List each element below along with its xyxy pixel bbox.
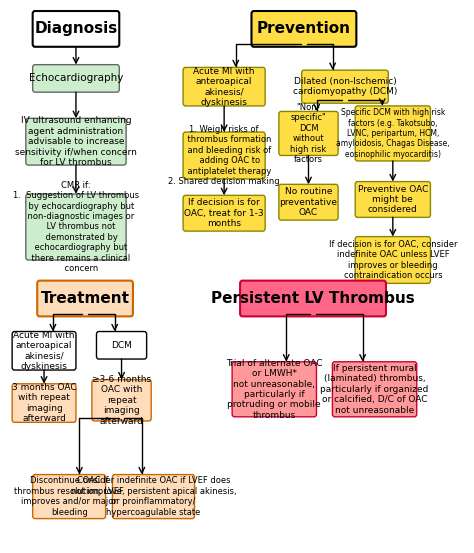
FancyBboxPatch shape [232,362,317,417]
FancyBboxPatch shape [240,280,386,316]
FancyBboxPatch shape [26,118,126,165]
FancyBboxPatch shape [279,184,338,220]
FancyBboxPatch shape [97,331,146,359]
FancyBboxPatch shape [332,362,417,417]
Text: 1. Weigh risks of
    thrombus formation
    and bleeding risk of
    adding OAC: 1. Weigh risks of thrombus formation and… [168,125,280,186]
Text: Specific DCM with high risk
factors (e.g. Takotsubo,
LVNC, peripartum, HCM,
amyl: Specific DCM with high risk factors (e.g… [336,108,450,159]
Text: CMR if:
1.  Suggestion of LV thrombus
    by echocardiography but
    non-diagno: CMR if: 1. Suggestion of LV thrombus by … [13,181,139,273]
Text: Prevention: Prevention [257,22,351,36]
Text: Consider indefinite OAC if LVEF does
not improve, persistent apical akinesis,
or: Consider indefinite OAC if LVEF does not… [71,477,236,517]
FancyBboxPatch shape [26,194,126,260]
Text: If decision is for
OAC, treat for 1-3
months: If decision is for OAC, treat for 1-3 mo… [184,199,264,228]
FancyBboxPatch shape [33,65,119,92]
Text: If decision is for OAC, consider
indefinite OAC unless LVEF
improves or bleeding: If decision is for OAC, consider indefin… [328,240,457,280]
FancyBboxPatch shape [33,474,106,519]
FancyBboxPatch shape [112,474,194,519]
Text: 3 months OAC
with repeat
imaging
afterward: 3 months OAC with repeat imaging afterwa… [12,383,76,423]
Text: IV ultrasound enhancing
agent administration
advisable to increase
sensitivity i: IV ultrasound enhancing agent administra… [15,116,137,167]
FancyBboxPatch shape [252,11,356,47]
FancyBboxPatch shape [183,67,265,106]
Text: Preventive OAC
might be
considered: Preventive OAC might be considered [358,185,428,215]
Text: ≥3-6 months
OAC with
repeat
imaging
afterward: ≥3-6 months OAC with repeat imaging afte… [92,375,151,426]
FancyBboxPatch shape [355,181,430,217]
FancyBboxPatch shape [279,112,338,155]
Text: If persistent mural
(laminated) thrombus,
particularly if organized
or calcified: If persistent mural (laminated) thrombus… [320,364,429,415]
FancyBboxPatch shape [355,106,430,161]
FancyBboxPatch shape [92,380,151,421]
Text: DCM: DCM [111,341,132,350]
FancyBboxPatch shape [33,11,119,47]
FancyBboxPatch shape [355,237,430,283]
Text: Diagnosis: Diagnosis [34,22,118,36]
Text: "Non-
specific"
DCM
without
high risk
factors: "Non- specific" DCM without high risk fa… [291,103,327,164]
Text: No routine
preventative
OAC: No routine preventative OAC [280,187,337,217]
Text: Discontinue OAC if
thrombus resolution, LVEF
improves and/or major
bleeding: Discontinue OAC if thrombus resolution, … [14,477,124,517]
FancyBboxPatch shape [183,132,265,179]
FancyBboxPatch shape [37,280,133,316]
Text: Trial of alternate OAC
or LMWH*
not unreasonable,
particularly if
protruding or : Trial of alternate OAC or LMWH* not unre… [226,359,322,420]
Text: Acute MI with
anteroapical
akinesis/
dyskinesis: Acute MI with anteroapical akinesis/ dys… [193,66,255,107]
Text: Echocardiography: Echocardiography [29,74,123,84]
Text: Acute MI with
anteroapical
akinesis/
dyskinesis: Acute MI with anteroapical akinesis/ dys… [13,331,75,371]
Text: Dilated (non-Ischemic)
cardiomyopathy (DCM): Dilated (non-Ischemic) cardiomyopathy (D… [293,77,397,96]
FancyBboxPatch shape [12,384,76,422]
FancyBboxPatch shape [12,331,76,370]
FancyBboxPatch shape [301,70,388,103]
Text: Treatment: Treatment [41,291,129,306]
Text: Persistent LV Thrombus: Persistent LV Thrombus [211,291,415,306]
FancyBboxPatch shape [183,195,265,231]
